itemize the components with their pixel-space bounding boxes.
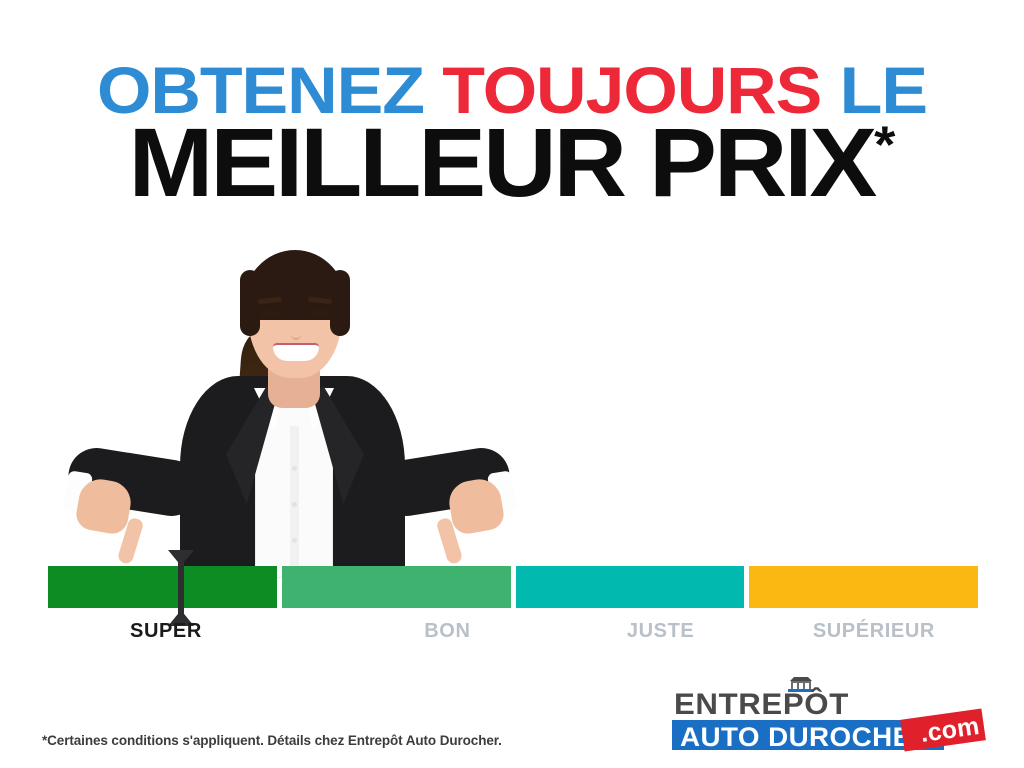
logo-word-auto-durocher: AUTO DUROCHER [680,722,933,752]
rating-label-juste: JUSTE [626,620,695,642]
headline-word-toujours: TOUJOURS [442,53,840,127]
rating-segment-bon[interactable] [281,566,511,608]
logo-blue-bar [672,720,944,750]
saleswoman-photo [60,236,520,578]
rating-segment-juste[interactable] [515,566,745,608]
rating-label-superieur: SUPÉRIEUR [812,620,935,642]
rating-labels: SUPER BON JUSTE SUPÉRIEUR [48,620,978,650]
shirt-button [292,466,297,471]
brand-logo[interactable]: ENTREPÔT AUTO DUROCHER .com [666,676,986,752]
eye-left [261,310,280,318]
eye-right [311,310,330,318]
headline-line-2: MEILLEUR PRIX* [0,114,1024,211]
warehouse-icon [788,677,814,692]
shirt-button [292,538,297,543]
headline-word-meilleur-prix: MEILLEUR PRIX [128,107,878,217]
headline-word-obtenez: OBTENEZ [97,53,443,127]
rating-segment-superieur[interactable] [749,566,978,608]
headline-line-1: OBTENEZ TOUJOURS LE [0,57,1024,123]
smiling-mouth [273,343,319,361]
hair-top [242,250,348,320]
legal-footnote: *Certaines conditions s'appliquent. Déta… [42,733,502,748]
shirt-placket [290,426,299,576]
headline-word-le: LE [839,53,928,127]
shirt-button [292,502,297,507]
headline-block: OBTENEZ TOUJOURS LE MEILLEUR PRIX* [0,57,1024,211]
rating-label-super: SUPER [130,620,202,642]
logo-word-entrepot: ENTREPÔT [674,688,849,721]
rating-segment-super[interactable] [48,566,277,608]
headline-asterisk: * [874,116,896,175]
rating-label-bon: BON [424,620,471,642]
price-rating-bar [48,566,978,608]
nose [291,324,301,340]
